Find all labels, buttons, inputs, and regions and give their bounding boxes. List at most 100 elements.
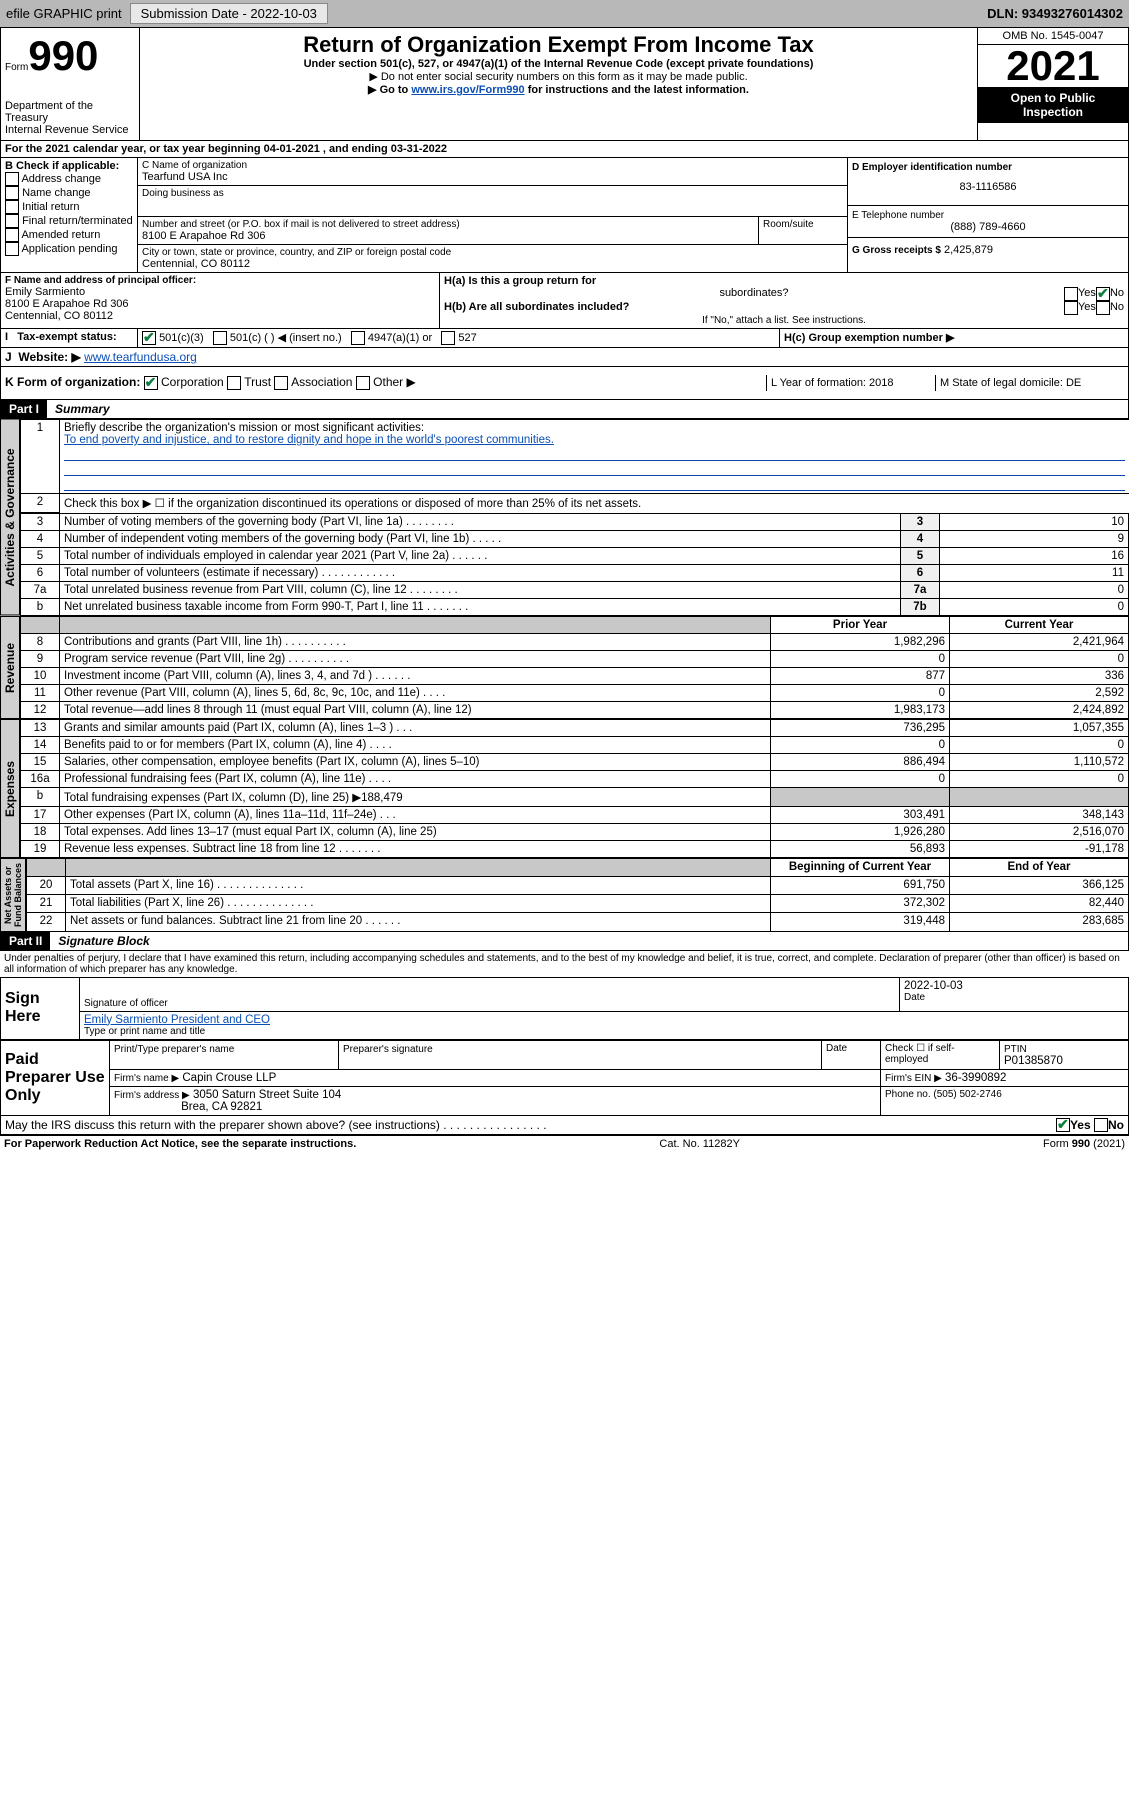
b-opt-chk[interactable] [5, 186, 19, 200]
line1-label: Briefly describe the organization's miss… [64, 422, 424, 434]
hc-label: H(c) Group exemption number ▶ [784, 332, 954, 344]
part2-title: Signature Block [50, 932, 157, 950]
line-desc: Total revenue—add lines 8 through 11 (mu… [60, 701, 771, 718]
b-opt-chk[interactable] [5, 242, 19, 256]
prior-val: 0 [771, 770, 950, 787]
date-label: Date [904, 992, 1124, 1003]
part2-header: Part II Signature Block [0, 932, 1129, 951]
sum-val: 0 [940, 581, 1129, 598]
hb-no-chk[interactable] [1096, 301, 1110, 315]
discuss-yes-chk[interactable] [1056, 1118, 1070, 1132]
4947-chk[interactable] [351, 331, 365, 345]
sum-desc: Number of voting members of the governin… [60, 513, 901, 530]
sum-desc: Total unrelated business revenue from Pa… [60, 581, 901, 598]
ein-label: D Employer identification number [852, 162, 1124, 173]
ptin-label: PTIN [1004, 1044, 1027, 1055]
sum-val: 0 [940, 598, 1129, 615]
ha-no-chk[interactable] [1096, 287, 1110, 301]
discuss-no-chk[interactable] [1094, 1118, 1108, 1132]
room-label: Room/suite [763, 219, 843, 230]
inspect-1: Open to Public [1011, 91, 1096, 105]
dln-label: DLN: 93493276014302 [987, 6, 1123, 21]
top-bar: efile GRAPHIC print Submission Date - 20… [0, 0, 1129, 27]
gross-value: 2,425,879 [944, 244, 993, 256]
officer-name: Emily Sarmiento [5, 286, 435, 298]
hb-yes-chk[interactable] [1064, 301, 1078, 315]
other-chk[interactable] [356, 376, 370, 390]
firm-phone: Phone no. (505) 502-2746 [881, 1086, 1129, 1115]
sum-val: 11 [940, 564, 1129, 581]
trust-chk[interactable] [227, 376, 241, 390]
current-val: 0 [950, 736, 1129, 753]
501c3-label: 501(c)(3) [159, 332, 204, 344]
prior-val: 1,982,296 [771, 633, 950, 650]
irs-link[interactable]: www.irs.gov/Form990 [411, 84, 524, 96]
org-city: Centennial, CO 80112 [142, 258, 843, 270]
prior-val [771, 787, 950, 806]
501c-chk[interactable] [213, 331, 227, 345]
l-label: L Year of formation: 2018 [766, 375, 936, 391]
prior-val: 1,926,280 [771, 823, 950, 840]
b-opt-chk[interactable] [5, 200, 19, 214]
i-label: Tax-exempt status: [17, 331, 116, 343]
prior-val: 0 [771, 684, 950, 701]
current-val: 2,592 [950, 684, 1129, 701]
form-title: Return of Organization Exempt From Incom… [148, 32, 969, 58]
sign-date: 2022-10-03 [904, 980, 1124, 992]
501c-label: 501(c) ( ) ◀ (insert no.) [230, 332, 342, 344]
b-opt-label: Amended return [21, 229, 100, 241]
line-desc: Other revenue (Part VIII, column (A), li… [60, 684, 771, 701]
line-desc: Total expenses. Add lines 13–17 (must eq… [60, 823, 771, 840]
website-link[interactable]: www.tearfundusa.org [84, 350, 197, 364]
form-number: 990 [28, 32, 98, 80]
assoc-chk[interactable] [274, 376, 288, 390]
part2-tag: Part II [1, 932, 50, 950]
b-opt-label: Initial return [22, 201, 79, 213]
527-label: 527 [458, 332, 476, 344]
sum-val: 9 [940, 530, 1129, 547]
527-chk[interactable] [441, 331, 455, 345]
submission-date-btn[interactable]: Submission Date - 2022-10-03 [130, 3, 328, 24]
line-desc: Salaries, other compensation, employee b… [60, 753, 771, 770]
sign-here-label: Sign Here [1, 977, 80, 1039]
k-label: K Form of organization: [5, 375, 140, 389]
b-opt-chk[interactable] [5, 172, 19, 186]
goto-prefix: ▶ Go to [368, 84, 411, 96]
b-opt-chk[interactable] [5, 214, 19, 228]
phone-label: E Telephone number [852, 210, 1124, 221]
revenue-label: Revenue [0, 616, 20, 719]
goto-suffix: for instructions and the latest informat… [525, 84, 749, 96]
self-emp-label: Check ☐ if self-employed [881, 1040, 1000, 1069]
mission-text[interactable]: To end poverty and injustice, and to res… [64, 434, 554, 446]
discuss-label: May the IRS discuss this return with the… [5, 1118, 1056, 1132]
line-desc: Revenue less expenses. Subtract line 18 … [60, 840, 771, 857]
b-opt-label: Final return/terminated [22, 215, 133, 227]
b-opt-label: Address change [21, 173, 101, 185]
prior-val: 736,295 [771, 719, 950, 736]
org-name: Tearfund USA Inc [142, 171, 843, 183]
section-bcdefg: B Check if applicable: Address change Na… [0, 158, 1129, 273]
officer-addr2: Centennial, CO 80112 [5, 310, 435, 322]
line-desc: Grants and similar amounts paid (Part IX… [60, 719, 771, 736]
expenses-label: Expenses [0, 719, 20, 858]
current-val: -91,178 [950, 840, 1129, 857]
irs-label: Internal Revenue Service [5, 124, 135, 136]
501c3-chk[interactable] [142, 331, 156, 345]
subtitle-1: Under section 501(c), 527, or 4947(a)(1)… [148, 58, 969, 70]
corp-chk[interactable] [144, 376, 158, 390]
current-val: 2,421,964 [950, 633, 1129, 650]
section-ih: I Tax-exempt status: 501(c)(3) 501(c) ( … [0, 329, 1129, 348]
line-desc: Professional fundraising fees (Part IX, … [60, 770, 771, 787]
sum-desc: Total number of volunteers (estimate if … [60, 564, 901, 581]
4947-label: 4947(a)(1) or [368, 332, 432, 344]
prior-val: 56,893 [771, 840, 950, 857]
line-desc: Total fundraising expenses (Part IX, col… [60, 787, 771, 806]
dept-label: Department of the Treasury [5, 100, 135, 124]
type-name-label: Type or print name and title [84, 1026, 1124, 1037]
netassets-label: Net Assets orFund Balances [0, 858, 26, 932]
part1-body: Activities & Governance 1 Briefly descri… [0, 419, 1129, 616]
b-opt-chk[interactable] [5, 228, 19, 242]
hb-note: If "No," attach a list. See instructions… [444, 315, 1124, 326]
ha-label: H(a) Is this a group return for [444, 275, 596, 287]
ha-yes-chk[interactable] [1064, 287, 1078, 301]
